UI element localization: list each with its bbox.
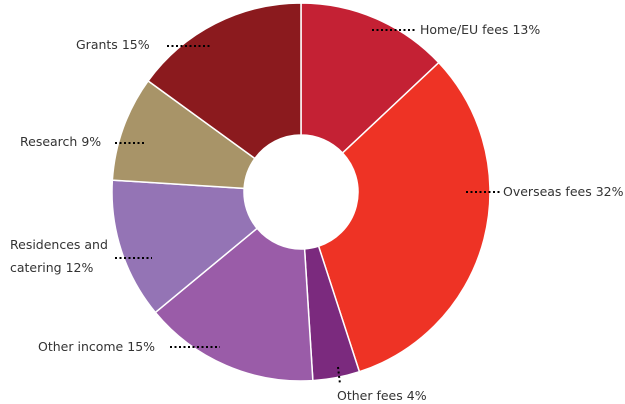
value-label: 12% — [65, 260, 94, 275]
slice-label: Overseas fees 32% — [503, 180, 624, 203]
category-label: Other income — [38, 339, 124, 354]
slice — [147, 2, 302, 160]
value-label: 4% — [406, 388, 427, 403]
slice-label: Grants 15% — [76, 33, 150, 56]
value-label: 32% — [595, 184, 624, 199]
category-label: Grants — [76, 37, 118, 52]
category-label: Home/EU fees — [420, 22, 509, 37]
slice-label: Other fees 4% — [337, 384, 427, 404]
slice-label: Research 9% — [20, 130, 101, 153]
leader-line — [337, 366, 341, 385]
slice-label: Other income 15% — [38, 335, 155, 358]
slice — [300, 2, 440, 155]
category-label: Research — [20, 134, 78, 149]
value-label: 9% — [81, 134, 102, 149]
category-label: Overseas fees — [503, 184, 592, 199]
slice-label: Home/EU fees 13% — [420, 18, 540, 41]
value-label: 13% — [512, 22, 541, 37]
value-label: 15% — [121, 37, 150, 52]
value-label: 15% — [127, 339, 156, 354]
category-label: Residences and catering — [10, 237, 108, 275]
slice — [154, 227, 314, 382]
category-label: Other fees — [337, 388, 403, 403]
slice — [317, 61, 491, 373]
slice — [111, 179, 259, 314]
slice-label: Residences and catering 12% — [10, 233, 110, 279]
